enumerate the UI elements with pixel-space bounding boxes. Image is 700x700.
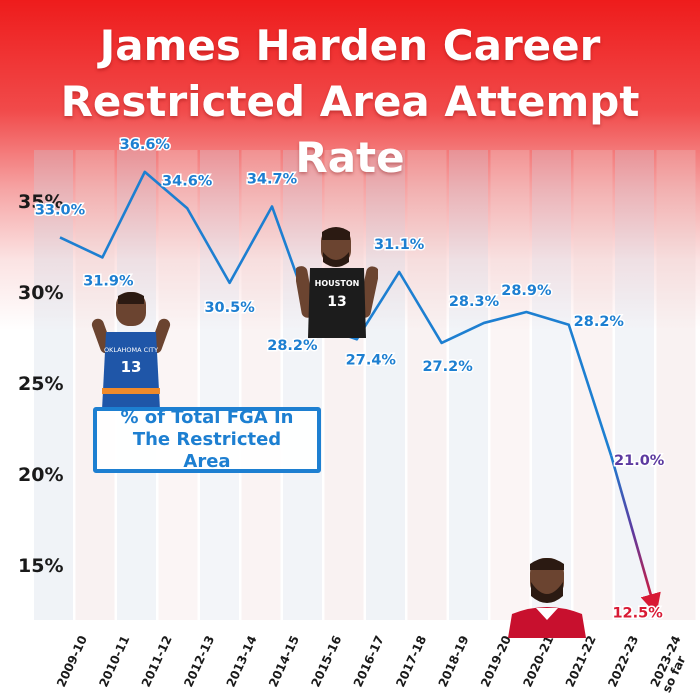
data-label: 36.6% (120, 137, 171, 153)
data-label: 31.9% (83, 273, 134, 289)
y-tick-label: 35% (18, 191, 63, 213)
data-label: 27.4% (346, 352, 397, 368)
series-line-tail-arrow (609, 455, 661, 615)
x-tick-label: 2013-14 (224, 633, 260, 689)
data-label: 28.9% (501, 283, 552, 299)
thunder-jersey-text: OKLAHOMA CITY (104, 346, 158, 354)
rockets-jersey-number: 13 (327, 294, 346, 310)
data-label: 30.5% (204, 300, 255, 316)
background-stripe (366, 150, 405, 620)
x-tick-label: 2010-11 (96, 633, 132, 689)
rockets-jersey-player-photo: HOUSTON 13 (296, 227, 378, 338)
x-tick-label: 2021-22 (563, 633, 599, 689)
data-label: 12.5% (612, 606, 663, 622)
x-tick-label: 2018-19 (436, 633, 472, 689)
background-stripe (158, 150, 198, 620)
x-tick-label: 2019-20 (478, 633, 514, 689)
background-stripe (449, 150, 488, 620)
y-tick-label: 25% (18, 373, 63, 395)
data-label: 27.2% (422, 359, 473, 375)
x-tick-label: 2011-12 (139, 633, 175, 689)
y-tick-label: 15% (18, 555, 63, 577)
legend-label: % of Total FGA In The Restricted Area (120, 407, 294, 472)
x-tick-label: 2009-10 (54, 633, 90, 689)
chart-title: James Harden Career Restricted Area Atte… (0, 18, 700, 186)
data-label: 28.2% (267, 338, 318, 354)
thunder-jersey-number: 13 (121, 358, 142, 376)
background-stripe (490, 150, 530, 620)
title-line-1: James Harden Career (99, 21, 601, 70)
background-stripe (532, 150, 571, 620)
data-label: 34.7% (247, 171, 298, 187)
sixers-jersey-player-photo (508, 558, 586, 638)
y-tick-label: 30% (18, 282, 63, 304)
x-tick-label: 2016-17 (351, 633, 387, 689)
x-tick-label: 2012-13 (181, 633, 217, 689)
x-tick-label: 2023-24so far (648, 633, 696, 694)
background-stripe (407, 150, 447, 620)
x-tick-label: 2017-18 (393, 633, 429, 689)
x-tick-label: 2020-21 (520, 633, 556, 689)
y-tick-label: 20% (18, 464, 63, 486)
background-stripe (656, 150, 696, 620)
data-label: 21.0% (614, 453, 665, 469)
data-label: 28.2% (574, 314, 625, 330)
rockets-jersey-text: HOUSTON (315, 279, 360, 288)
x-tick-label: 2014-15 (266, 633, 302, 689)
y-axis: 15% 20% 25% 30% 35% (18, 191, 63, 577)
thunder-jersey-player-photo: OKLAHOMA CITY 13 (91, 292, 171, 410)
background-stripe (283, 150, 322, 620)
background-stripe (200, 150, 239, 620)
x-tick-label: 2015-16 (308, 633, 344, 689)
x-axis: 2009-10 2010-11 2011-12 2012-13 2013-14 2014-… (54, 633, 696, 694)
background-stripe (573, 150, 613, 620)
x-tick-label: 2022-23 (605, 633, 641, 689)
data-label: 34.6% (162, 173, 213, 189)
data-label: 31.1% (374, 237, 425, 253)
data-label: 33.0% (35, 202, 86, 218)
title-line-2: Restricted Area Attempt Rate (60, 77, 640, 182)
legend: % of Total FGA In The Restricted Area (93, 407, 321, 473)
data-label: 28.3% (449, 294, 500, 310)
background-stripe (34, 150, 73, 620)
data-labels: 33.0% 31.9% 36.6% 34.6% 30.5% 34.7% 28.2% 27.4%… (33, 135, 666, 623)
